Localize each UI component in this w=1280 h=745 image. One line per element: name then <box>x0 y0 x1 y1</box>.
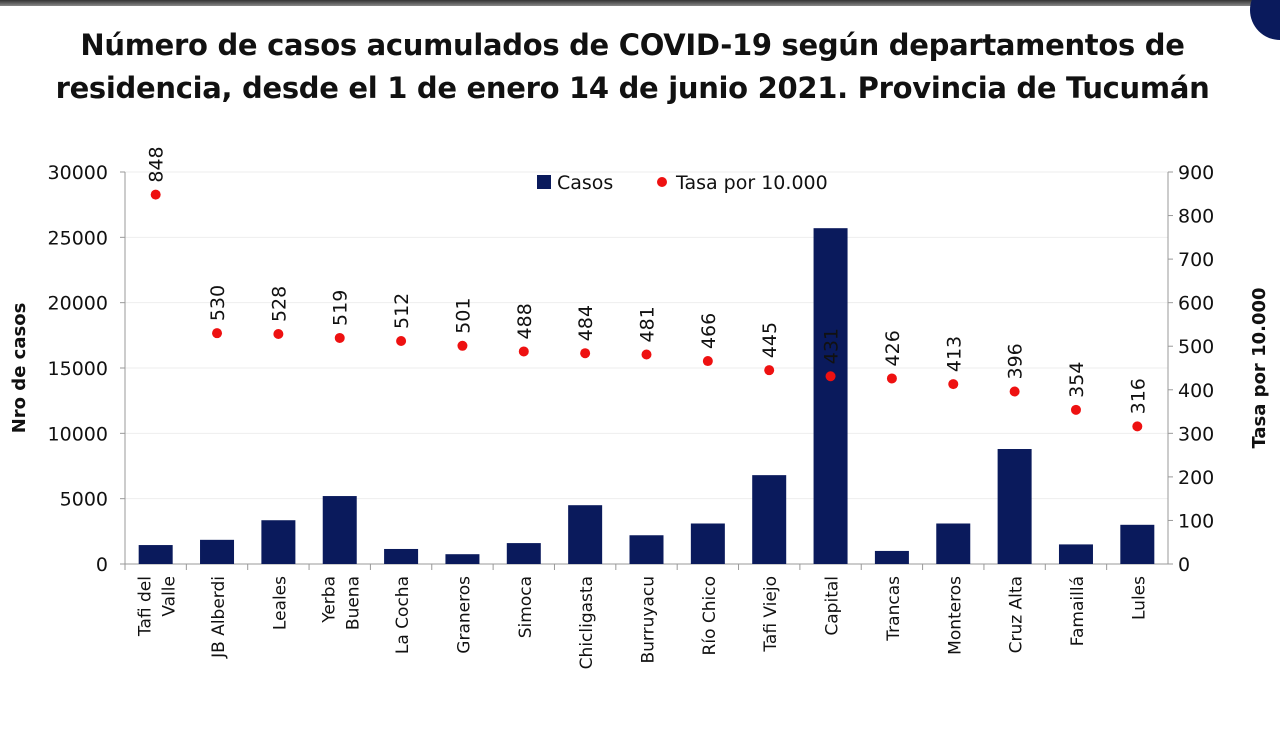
bar-casos <box>1120 524 1155 564</box>
x-tick-label: La Cocha <box>393 576 413 654</box>
y-tick-label: 5000 <box>60 489 108 511</box>
data-label-tasa: 488 <box>514 303 536 339</box>
point-tasa <box>580 348 591 359</box>
data-label-tasa: 445 <box>759 322 781 358</box>
legend-swatch-casos <box>537 175 551 189</box>
x-tick-label: Chicligasta <box>577 576 597 669</box>
data-label-tasa: 848 <box>146 146 168 182</box>
y-tick-label: 25000 <box>48 227 108 249</box>
x-tick-label: Leales <box>270 576 290 630</box>
data-label-tasa: 396 <box>1005 343 1027 379</box>
x-tick-label: JB Alberdi <box>209 576 229 659</box>
bar-casos <box>138 545 173 564</box>
data-label-tasa: 481 <box>637 306 659 342</box>
chart-title: Número de casos acumulados de COVID-19 s… <box>55 28 1210 105</box>
point-tasa <box>948 379 959 390</box>
bar-casos <box>384 548 419 564</box>
x-tick-label: Famaillá <box>1068 576 1088 646</box>
point-tasa <box>1009 386 1020 397</box>
bar-casos <box>200 539 235 564</box>
y2-tick-label: 100 <box>1178 510 1214 532</box>
legend-label-tasa: Tasa por 10.000 <box>675 172 828 194</box>
data-label-tasa: 512 <box>391 293 413 329</box>
x-tick-label: Buena <box>344 576 364 630</box>
point-tasa <box>825 371 836 382</box>
point-tasa <box>212 328 223 339</box>
y2-tick-label: 200 <box>1178 467 1214 489</box>
data-label-tasa: 426 <box>882 330 904 366</box>
x-tick-label: Simoca <box>516 576 536 638</box>
x-tick-label: Tafi del <box>136 576 156 637</box>
bar-casos <box>997 449 1032 564</box>
x-tick-label: Yerba <box>320 576 340 624</box>
y2-tick-label: 400 <box>1178 380 1214 402</box>
x-tick-label: Tafi Viejo <box>761 576 781 653</box>
point-tasa <box>396 335 407 346</box>
y-axis-title: Nro de casos <box>9 303 30 434</box>
y2-tick-label: 900 <box>1178 162 1214 184</box>
x-tick-label: Monteros <box>945 576 965 655</box>
y-tick-label: 10000 <box>48 423 108 445</box>
point-tasa <box>886 373 897 384</box>
y-tick-label: 15000 <box>48 358 108 380</box>
legend-label-casos: Casos <box>557 172 613 194</box>
point-tasa <box>764 365 775 376</box>
bar-casos <box>874 550 909 564</box>
data-label-tasa: 431 <box>821 328 843 364</box>
bar-casos <box>322 496 357 564</box>
point-tasa <box>150 189 161 200</box>
x-tick-label: Valle <box>160 576 180 617</box>
bar-casos <box>445 554 480 564</box>
data-label-tasa: 413 <box>943 336 965 372</box>
point-tasa <box>273 329 284 340</box>
y2-tick-label: 0 <box>1178 554 1190 576</box>
bar-casos <box>261 520 296 564</box>
data-label-tasa: 484 <box>575 305 597 341</box>
x-tick-label: Cruz Alta <box>1007 576 1027 653</box>
y-tick-label: 30000 <box>48 162 108 184</box>
point-tasa <box>457 340 468 351</box>
data-label-tasa: 530 <box>207 285 229 321</box>
x-tick-label: Capital <box>823 576 843 636</box>
data-label-tasa: 501 <box>452 298 474 334</box>
window-top-bar <box>0 0 1280 6</box>
y2-tick-label: 700 <box>1178 249 1214 271</box>
point-tasa <box>334 332 345 343</box>
y2-tick-label: 800 <box>1178 206 1214 228</box>
y2-axis-title: Tasa por 10.000 <box>1249 287 1270 448</box>
bar-casos <box>1058 544 1093 564</box>
point-tasa <box>1132 421 1143 432</box>
bar-casos <box>813 228 848 565</box>
data-label-tasa: 466 <box>698 313 720 349</box>
bar-casos <box>752 475 787 564</box>
point-tasa <box>641 349 652 360</box>
data-label-tasa: 354 <box>1066 362 1088 398</box>
y-tick-label: 0 <box>96 554 108 576</box>
bar-casos <box>629 535 664 564</box>
data-label-tasa: 528 <box>268 286 290 322</box>
bar-casos <box>568 505 603 564</box>
point-tasa <box>1070 404 1081 415</box>
x-tick-label: Graneros <box>454 576 474 654</box>
x-tick-label: Trancas <box>884 576 904 642</box>
data-label-tasa: 519 <box>330 290 352 326</box>
y2-tick-label: 600 <box>1178 293 1214 315</box>
y-tick-label: 20000 <box>48 293 108 315</box>
x-tick-label: Lules <box>1129 576 1149 620</box>
point-tasa <box>702 356 713 367</box>
x-tick-label: Río Chico <box>700 576 720 655</box>
data-label-tasa: 316 <box>1127 378 1149 414</box>
bar-casos <box>506 543 541 564</box>
x-tick-label: Burruyacu <box>639 576 659 664</box>
y2-tick-label: 500 <box>1178 336 1214 358</box>
bar-casos <box>936 523 971 564</box>
bar-casos <box>690 523 725 564</box>
legend-swatch-tasa <box>657 177 667 187</box>
point-tasa <box>518 346 529 357</box>
y2-tick-label: 300 <box>1178 423 1214 445</box>
